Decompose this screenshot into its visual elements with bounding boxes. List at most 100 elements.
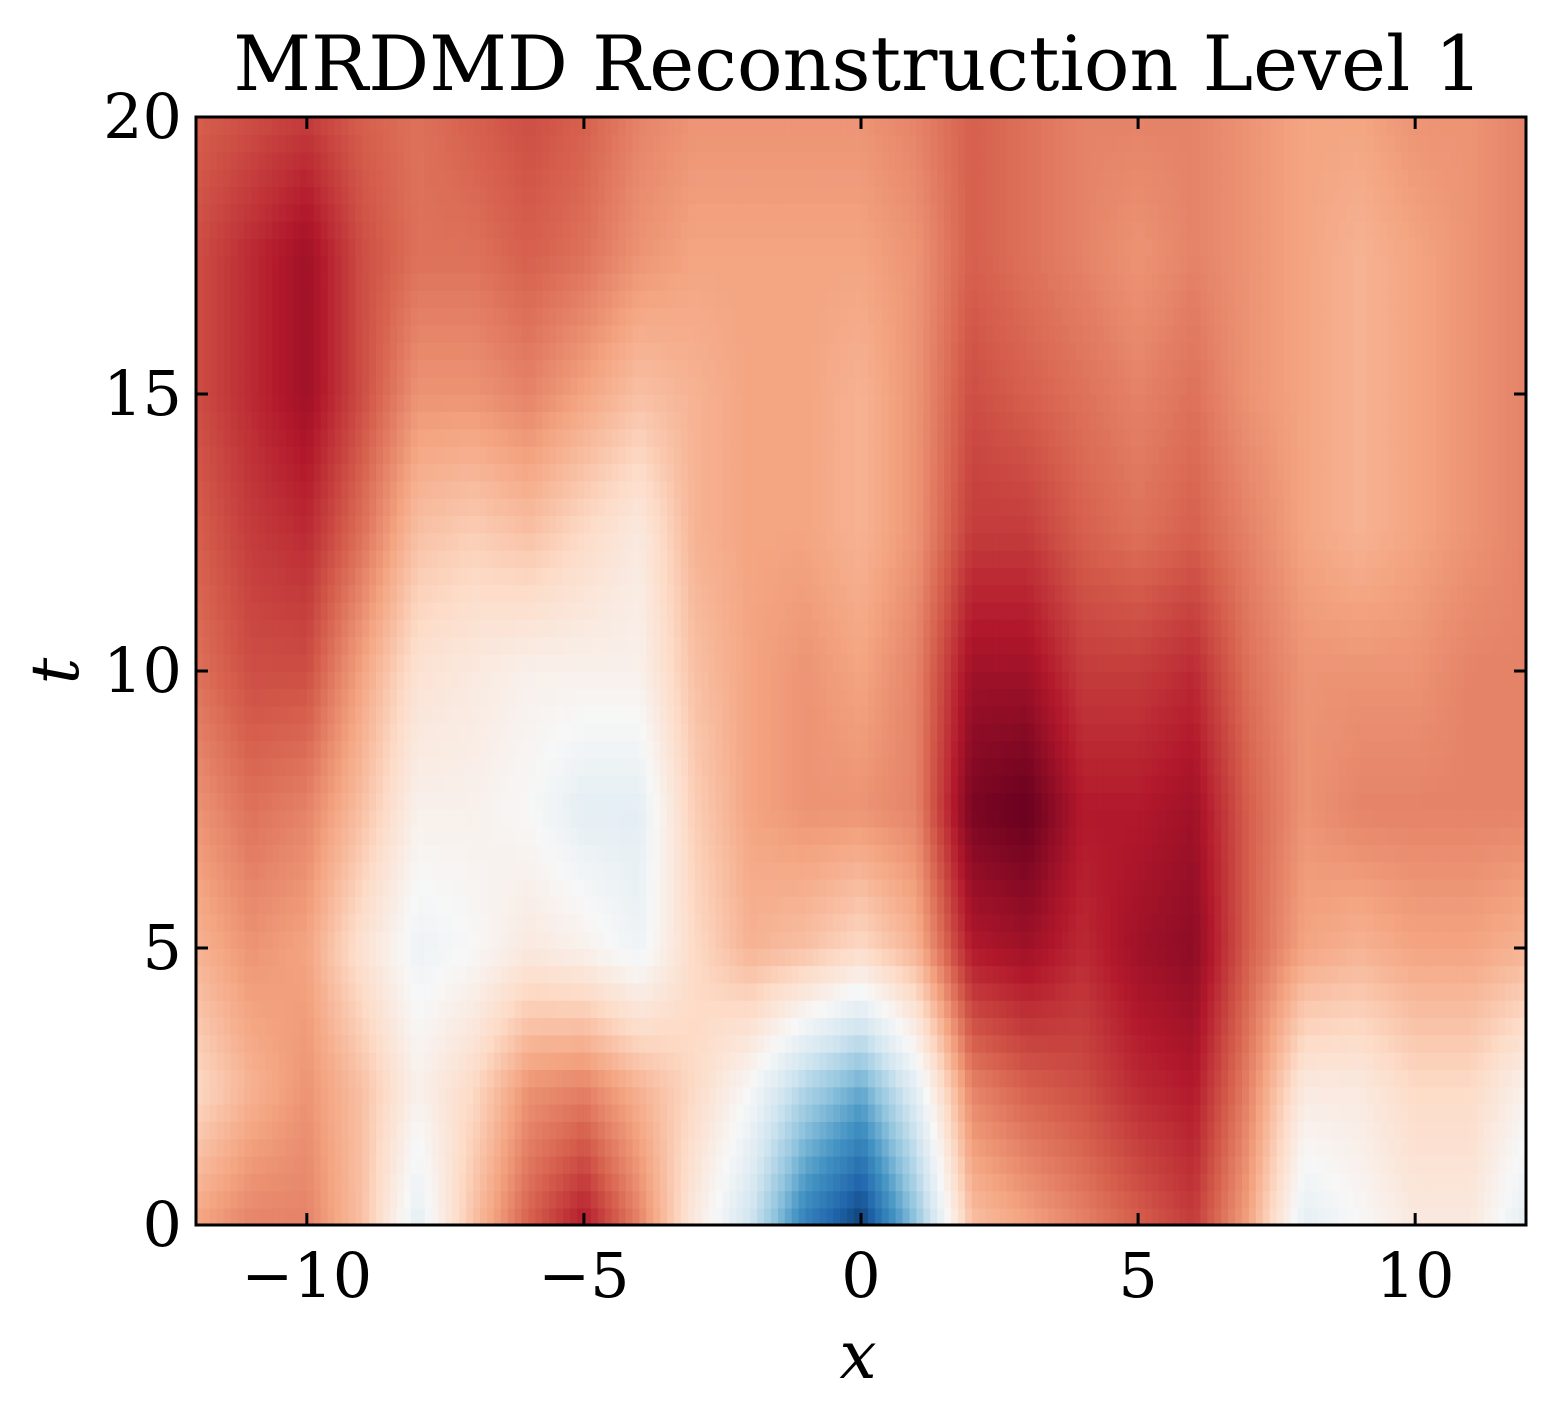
- x-tick-label: 0: [841, 1239, 880, 1312]
- heatmap-cell: [1027, 671, 1084, 811]
- heatmap-cell: [971, 255, 1029, 395]
- heatmap-cell: [1304, 671, 1361, 811]
- heatmap-cell: [750, 948, 807, 1088]
- heatmap-cell: [528, 671, 585, 811]
- heatmap-cell: [1138, 255, 1195, 395]
- heatmap-cell: [639, 394, 696, 534]
- heatmap-cell: [1082, 948, 1139, 1088]
- heatmap-cell: [1415, 255, 1472, 395]
- heatmap-cell: [196, 809, 253, 949]
- heatmap-cell: [861, 809, 918, 949]
- heatmap-cell: [1193, 394, 1250, 534]
- heatmap-cell: [916, 809, 973, 949]
- heatmap-cell: [196, 1086, 253, 1225]
- heatmap-cell: [1304, 394, 1361, 534]
- heatmap-cell: [251, 809, 308, 949]
- heatmap-cell: [306, 255, 364, 395]
- heatmap-cell: [417, 117, 474, 257]
- heatmap-cell: [1082, 255, 1139, 395]
- heatmap-cell: [971, 809, 1029, 949]
- heatmap-cell: [1304, 948, 1361, 1088]
- heatmap-cell: [1470, 117, 1526, 257]
- heatmap-cell: [861, 117, 918, 257]
- heatmap-cell: [362, 532, 419, 672]
- x-tick-label: 5: [1118, 1239, 1157, 1312]
- heatmap-cell: [694, 394, 751, 534]
- heatmap-cell: [417, 394, 474, 534]
- heatmap-cell: [473, 948, 530, 1088]
- heatmap-cell: [750, 394, 807, 534]
- heatmap-cell: [1415, 394, 1472, 534]
- heatmap-cell: [1138, 117, 1195, 257]
- heatmap-cell: [362, 1086, 419, 1225]
- heatmap-cell: [1248, 117, 1306, 257]
- heatmap-cell: [1027, 1086, 1084, 1225]
- heatmap-cell: [362, 255, 419, 395]
- heatmap-cell: [1027, 809, 1084, 949]
- heatmap-cell: [528, 394, 585, 534]
- heatmap-cell: [1248, 671, 1306, 811]
- heatmap-cell: [1193, 117, 1250, 257]
- heatmap-cell: [1248, 532, 1306, 672]
- heatmap-cell: [196, 948, 253, 1088]
- heatmap-cell: [971, 394, 1029, 534]
- chart-title: MRDMD Reconstruction Level 1: [233, 19, 1483, 108]
- heatmap-cell: [528, 117, 585, 257]
- heatmap-cell: [916, 532, 973, 672]
- heatmap-cell: [473, 671, 530, 811]
- heatmap-cell: [1193, 532, 1250, 672]
- heatmap-cell: [971, 948, 1029, 1088]
- heatmap-cell: [805, 671, 862, 811]
- heatmap-cell: [694, 809, 751, 949]
- heatmap-cell: [750, 809, 807, 949]
- heatmap-cell: [916, 255, 973, 395]
- heatmap-cell: [1027, 394, 1084, 534]
- heatmap-cell: [639, 1086, 696, 1225]
- heatmap-cell: [473, 117, 530, 257]
- heatmap-cell: [1248, 255, 1306, 395]
- heatmap-cell: [639, 809, 696, 949]
- heatmap-cell: [583, 255, 641, 395]
- x-axis-label: x: [839, 1317, 876, 1394]
- heatmap-cell: [916, 117, 973, 257]
- heatmap-cell: [971, 1086, 1029, 1225]
- heatmap-cell: [306, 117, 364, 257]
- heatmap-cell: [473, 255, 530, 395]
- heatmap-cell: [1470, 394, 1526, 534]
- y-tick-label: 5: [143, 911, 182, 984]
- heatmap-cell: [473, 394, 530, 534]
- heatmap-cell: [861, 671, 918, 811]
- heatmap-cell: [861, 532, 918, 672]
- heatmap-cell: [196, 394, 253, 534]
- heatmap-cell: [805, 809, 862, 949]
- heatmap-cell: [196, 671, 253, 811]
- heatmap-cell: [1470, 948, 1526, 1088]
- heatmap-cell: [805, 117, 862, 257]
- heatmap-cell: [750, 532, 807, 672]
- heatmap-cell: [861, 948, 918, 1088]
- heatmap-cell: [417, 532, 474, 672]
- heatmap-cell: [1248, 809, 1306, 949]
- heatmap-cell: [417, 255, 474, 395]
- heatmap-cell: [1415, 532, 1472, 672]
- heatmap-cell: [583, 532, 641, 672]
- heatmap-cell: [1138, 809, 1195, 949]
- heatmap-cell: [639, 948, 696, 1088]
- heatmap-cell: [916, 948, 973, 1088]
- heatmap-cell: [583, 809, 641, 949]
- heatmap-cell: [805, 255, 862, 395]
- heatmap-cell: [694, 671, 751, 811]
- heatmap-cell: [1304, 532, 1361, 672]
- heatmap-cell: [1082, 809, 1139, 949]
- heatmap-cell: [639, 671, 696, 811]
- heatmap-cell: [528, 809, 585, 949]
- heatmap-cell: [583, 1086, 641, 1225]
- heatmap-cell: [528, 948, 585, 1088]
- y-tick-label: 15: [103, 357, 182, 430]
- heatmap-cell: [750, 117, 807, 257]
- heatmap-cell: [861, 394, 918, 534]
- heatmap-cell: [1082, 117, 1139, 257]
- x-tick-label: 10: [1376, 1239, 1455, 1312]
- heatmap-cell: [251, 394, 308, 534]
